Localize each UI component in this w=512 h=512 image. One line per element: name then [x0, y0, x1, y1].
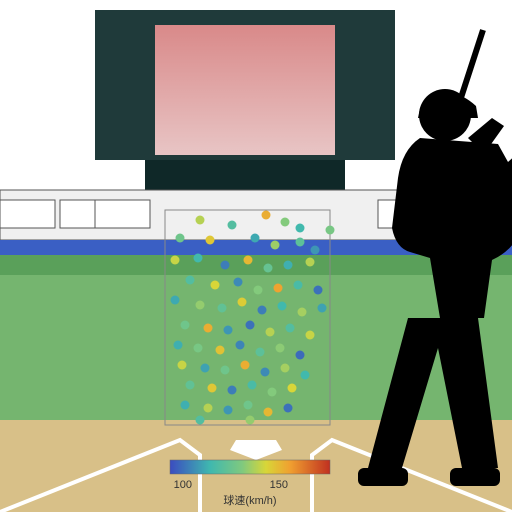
pitch-point [294, 281, 303, 290]
pitch-point [194, 344, 203, 353]
pitch-point [278, 302, 287, 311]
pitch-point [306, 258, 315, 267]
scoreboard-screen [155, 25, 335, 155]
pitch-point [236, 341, 245, 350]
pitch-point [224, 326, 233, 335]
colorbar-label: 球速(km/h) [223, 493, 276, 507]
pitch-point [196, 216, 205, 225]
batter-foot-back [450, 468, 500, 486]
pitch-point [221, 261, 230, 270]
pitch-point [216, 346, 225, 355]
pitch-point [296, 224, 305, 233]
pitch-point [204, 324, 213, 333]
pitch-point [271, 241, 280, 250]
pitch-point [228, 221, 237, 230]
pitch-point [221, 366, 230, 375]
pitch-point [281, 218, 290, 227]
pitch-point [248, 381, 257, 390]
pitch-point [261, 368, 270, 377]
pitch-point [288, 384, 297, 393]
pitch-point [204, 404, 213, 413]
pitch-point [201, 364, 210, 373]
pitch-point [251, 234, 260, 243]
pitch-point [262, 211, 271, 220]
pitch-location-chart: 100 150 球速(km/h) [0, 0, 512, 512]
colorbar [170, 460, 330, 474]
pitch-point [264, 264, 273, 273]
pitch-point [296, 238, 305, 247]
pitch-point [224, 406, 233, 415]
pitch-point [246, 416, 255, 425]
stand-panel [95, 200, 150, 228]
pitch-point [276, 344, 285, 353]
pitch-point [181, 321, 190, 330]
pitch-point [206, 236, 215, 245]
pitch-point [218, 304, 227, 313]
pitch-point [208, 384, 217, 393]
pitch-point [196, 301, 205, 310]
pitch-point [176, 234, 185, 243]
pitch-point [266, 328, 275, 337]
pitch-point [238, 298, 247, 307]
pitch-point [234, 278, 243, 287]
pitch-point [244, 256, 253, 265]
pitch-point [268, 388, 277, 397]
pitch-point [244, 401, 253, 410]
pitch-point [301, 371, 310, 380]
pitch-point [178, 361, 187, 370]
pitch-point [186, 276, 195, 285]
pitch-point [281, 364, 290, 373]
pitch-point [171, 296, 180, 305]
pitch-point [264, 408, 273, 417]
pitch-point [254, 286, 263, 295]
pitch-point [284, 261, 293, 270]
pitch-point [298, 308, 307, 317]
pitch-point [186, 381, 195, 390]
pitch-point [196, 416, 205, 425]
pitch-point [311, 246, 320, 255]
pitch-point [241, 361, 250, 370]
stand-panel [0, 200, 55, 228]
pitch-point [256, 348, 265, 357]
batter-foot-front [358, 468, 408, 486]
colorbar-tick: 150 [270, 479, 288, 491]
pitch-point [326, 226, 335, 235]
pitch-point [181, 401, 190, 410]
scene-svg: 100 150 球速(km/h) [0, 0, 512, 512]
pitch-point [174, 341, 183, 350]
pitch-point [171, 256, 180, 265]
pitch-point [284, 404, 293, 413]
pitch-point [258, 306, 267, 315]
pitch-point [246, 321, 255, 330]
pitch-point [228, 386, 237, 395]
pitch-point [274, 284, 283, 293]
pitch-point [314, 286, 323, 295]
colorbar-tick: 100 [174, 479, 192, 491]
pitch-point [306, 331, 315, 340]
pitch-point [194, 254, 203, 263]
pitch-point [296, 351, 305, 360]
pitch-point [318, 304, 327, 313]
pitch-point [211, 281, 220, 290]
pitch-point [286, 324, 295, 333]
